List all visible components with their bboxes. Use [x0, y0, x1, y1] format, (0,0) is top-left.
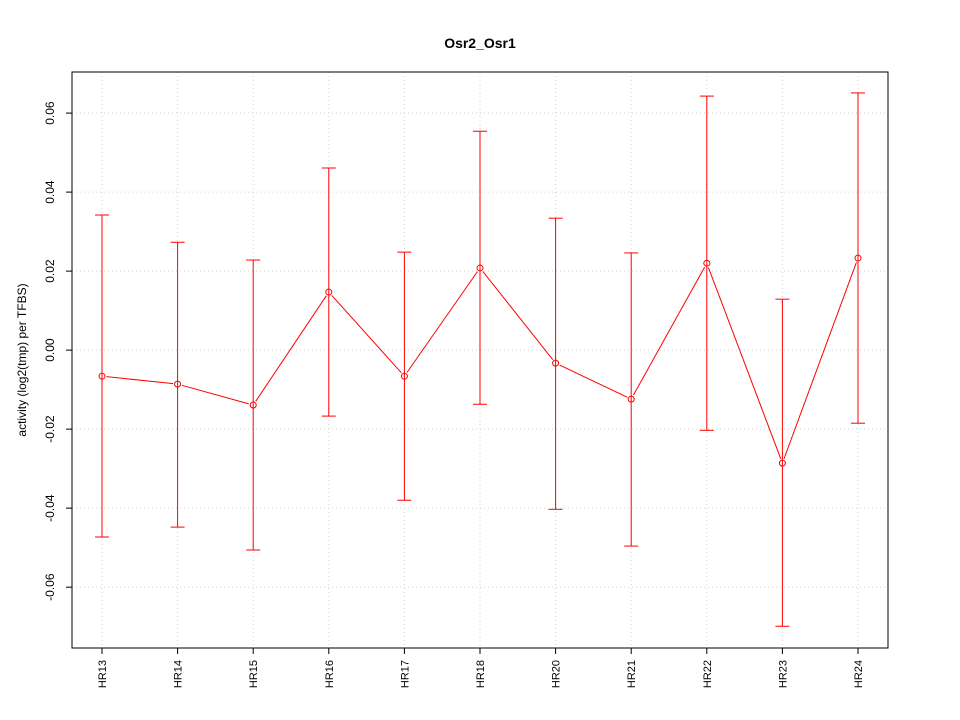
data-point: [854, 254, 862, 262]
x-tick-label: HR17: [399, 660, 411, 688]
data-point: [400, 372, 408, 380]
y-tick-label: -0.06: [43, 573, 57, 601]
x-tick-label: HR16: [324, 660, 336, 688]
y-tick-label: -0.02: [43, 415, 57, 443]
series-line-segment: [559, 364, 628, 398]
series-line-segment: [255, 295, 327, 402]
x-tick-label: HR14: [173, 660, 185, 688]
y-axis: -0.06 -0.04 -0.02 0.00 0.02 0.04 0.06: [43, 101, 72, 601]
y-axis-label: activity (log2(tmp) per TFBS): [15, 283, 29, 436]
data-point: [249, 401, 257, 409]
data-point: [476, 264, 484, 272]
y-tick-label: 0.06: [43, 101, 57, 125]
series-line-segment: [632, 266, 706, 396]
data-point: [627, 395, 635, 403]
y-tick-label: 0.02: [43, 259, 57, 283]
data-point: [552, 359, 560, 367]
x-tick-label: HR24: [853, 660, 865, 688]
series-line-segment: [783, 262, 857, 460]
series-line-segment: [707, 267, 782, 460]
chart-title: Osr2_Osr1: [444, 35, 516, 51]
series-line-segment: [406, 271, 478, 373]
data-point: [98, 372, 106, 380]
x-tick-label: HR20: [551, 660, 563, 688]
data-marks: [95, 92, 865, 627]
x-tick-label: HR22: [702, 660, 714, 688]
data-point: [174, 380, 182, 388]
x-tick-label: HR18: [475, 660, 487, 688]
y-tick-label: -0.04: [43, 494, 57, 522]
series-line-segment: [331, 295, 402, 374]
y-tick-label: 0.04: [43, 180, 57, 204]
x-axis: HR13 HR14 HR15 HR16 HR17 HR18 HR20 HR21 HR22 HR23…: [97, 647, 865, 688]
data-point: [703, 259, 711, 267]
x-tick-label: HR23: [777, 660, 789, 688]
series-line-segment: [181, 384, 249, 405]
x-tick-label: HR21: [626, 660, 638, 688]
data-point: [778, 459, 786, 467]
series-line-segment: [106, 376, 174, 385]
x-tick-label: HR15: [248, 660, 260, 688]
data-point: [325, 288, 333, 296]
x-tick-label: HR13: [97, 660, 109, 688]
y-tick-label: 0.00: [43, 338, 57, 362]
series-line-segment: [482, 271, 554, 360]
